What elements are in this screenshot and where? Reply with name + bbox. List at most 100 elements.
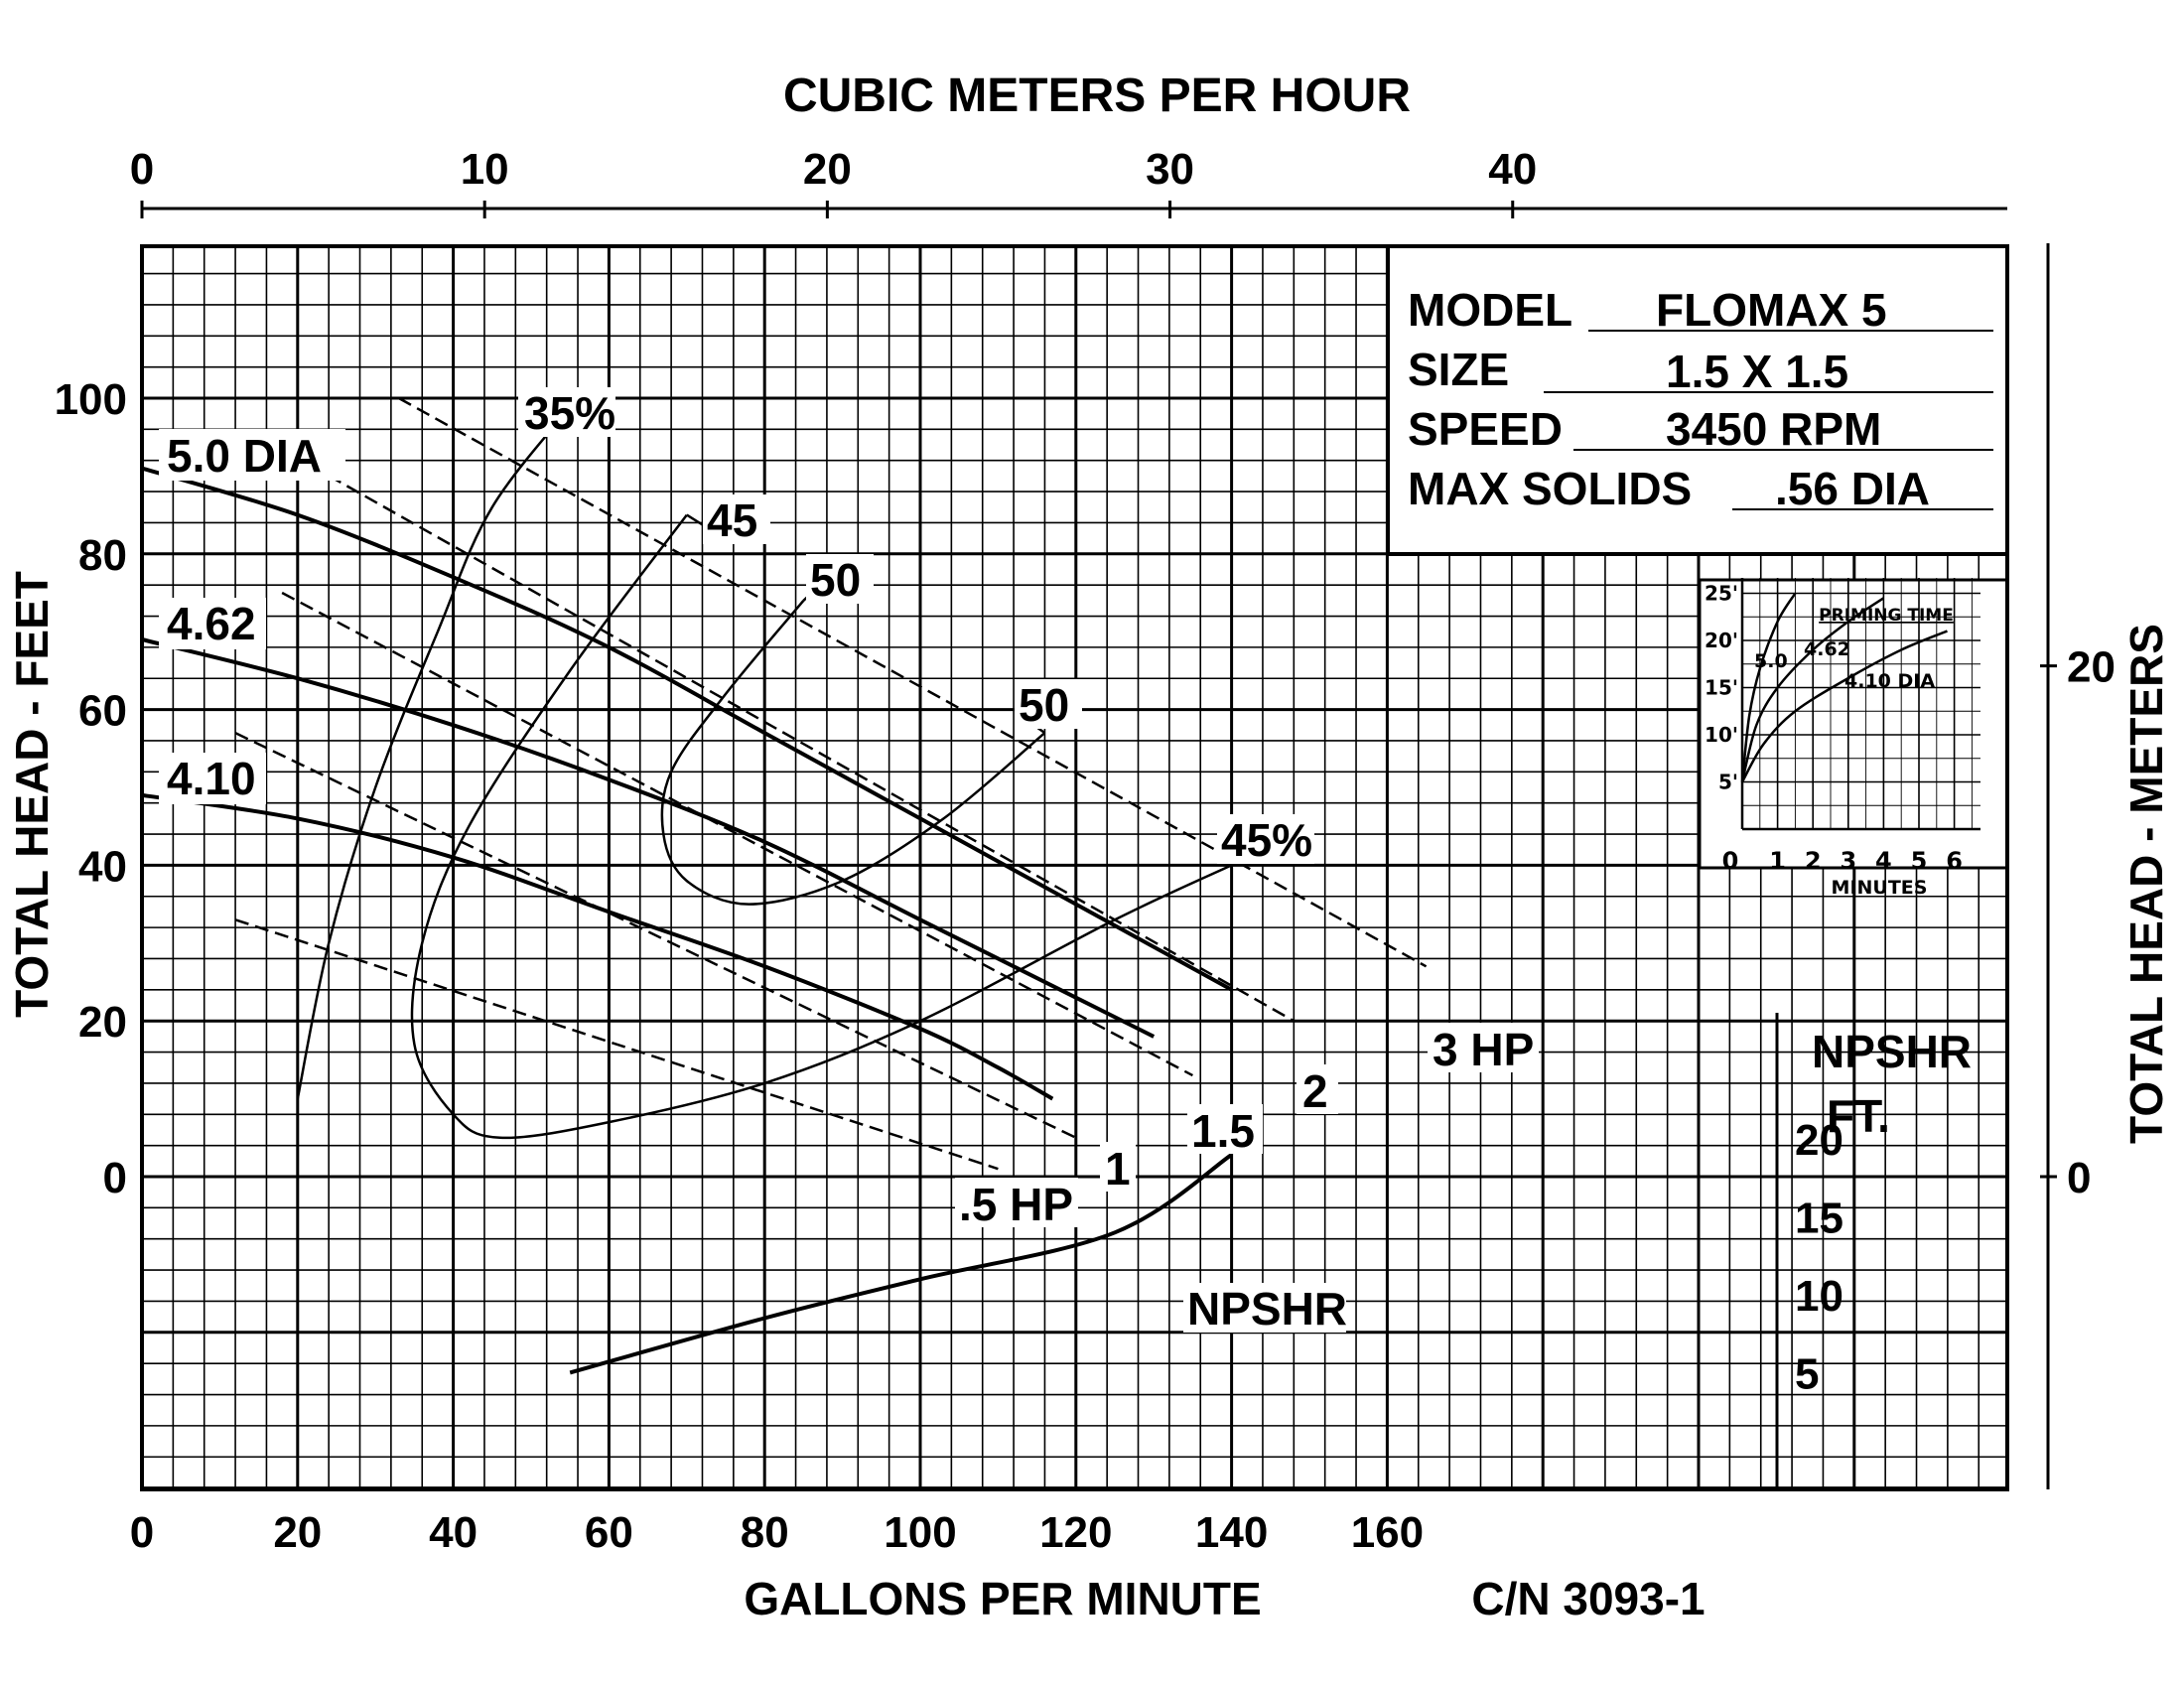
inset-x-tick-label: 5 — [1911, 847, 1928, 875]
label-bg-npshr — [1183, 1283, 1346, 1333]
label-bg-1-5 — [1187, 1104, 1263, 1154]
label-eff-45: 45 — [707, 494, 757, 546]
y2-tick-label: 0 — [2067, 1154, 2091, 1202]
label-head-5-0: 5.0 DIA — [167, 430, 322, 482]
spec-size-value: 1.5 X 1.5 — [1666, 346, 1848, 397]
label-power-1-5: 1.5 — [1191, 1105, 1255, 1157]
spec-box-frame — [1386, 244, 2009, 556]
inset-grid — [1740, 578, 1980, 831]
y-axis-ticks: 0 20 40 60 80 100 — [55, 375, 127, 1202]
x-tick-label: 120 — [1039, 1508, 1112, 1557]
inset-y-tick-label: 15' — [1705, 676, 1738, 700]
head-curve — [141, 792, 1054, 1101]
y2-tick-label: 20 — [2067, 643, 2116, 692]
inset-x-tick-label: 0 — [1722, 847, 1739, 875]
inset-x-tick-label: 4 — [1875, 847, 1892, 875]
npshr-axis-ticks: 5 10 15 20 — [1795, 1116, 1843, 1398]
spec-speed-value: 3450 RPM — [1666, 403, 1881, 455]
npshr-tick-label: 10 — [1795, 1272, 1843, 1321]
npshr-curve — [569, 1153, 1233, 1375]
inset-x-tick-label: 3 — [1840, 847, 1856, 875]
x-tick-label: 0 — [130, 1508, 154, 1557]
y-axis-title: TOTAL HEAD - FEET — [6, 571, 58, 1018]
label-power-1: 1 — [1105, 1143, 1131, 1195]
npshr-tick-label: 5 — [1795, 1349, 1819, 1398]
inset-x-tick-label: 6 — [1946, 847, 1963, 875]
power-line — [234, 918, 999, 1171]
x2-tick-label: 20 — [803, 145, 852, 194]
label-bg-1 — [1100, 1142, 1136, 1192]
inset-curve — [1740, 630, 1948, 783]
y2-axis: 0 20 — [2040, 243, 2116, 1489]
label-head-4-62: 4.62 — [167, 598, 256, 649]
x2-tick-label: 30 — [1146, 145, 1194, 194]
inset-y-tick-label: 5' — [1718, 771, 1738, 794]
inset-curve-label-4-62: 4.62 — [1804, 638, 1850, 660]
label-bg-35 — [518, 387, 615, 437]
catalog-number: C/N 3093-1 — [1471, 1573, 1705, 1624]
head-curves — [141, 466, 1233, 1101]
inset-y-tick-label: 20' — [1705, 629, 1738, 652]
npshr-tick-label: 20 — [1795, 1116, 1843, 1165]
power-line — [234, 731, 1077, 1139]
label-bg-5-0 — [159, 429, 345, 481]
label-bg-50b — [1015, 679, 1082, 729]
x-tick-label: 160 — [1351, 1508, 1424, 1557]
spec-box: MODEL FLOMAX 5 SIZE 1.5 X 1.5 SPEED 3450… — [1386, 244, 2009, 556]
label-eff-45-pct: 45% — [1221, 814, 1312, 866]
head-curve — [141, 466, 1233, 992]
spec-solids-value: .56 DIA — [1775, 463, 1930, 514]
npshr-axis-title: NPSHR — [1812, 1026, 1972, 1077]
plot-labels: 5.0 DIA 4.62 4.10 35% 45 50 50 45% 3 HP … — [159, 387, 1539, 1335]
inset-curve-label-5-0: 5.0 — [1754, 650, 1788, 672]
priming-time-inset: PRIMING TIME MINUTES 0 1 2 3 4 5 6 5' 10' 15' 20' 2… — [1698, 578, 2009, 899]
y-tick-label: 40 — [78, 842, 127, 891]
inset-ticks: 0 1 2 3 4 5 6 5' 10' 15' 20' 25' — [1705, 582, 1963, 876]
y-tick-label: 20 — [78, 998, 127, 1047]
x-tick-label: 100 — [884, 1508, 956, 1557]
label-bg-3hp — [1428, 1023, 1539, 1072]
npshr-curve-group — [569, 1153, 1233, 1375]
inset-title: PRIMING TIME — [1819, 606, 1954, 626]
spec-model-label: MODEL — [1408, 284, 1572, 336]
x2-tick-label: 10 — [461, 145, 509, 194]
x-tick-label: 60 — [585, 1508, 633, 1557]
power-lines — [234, 396, 1428, 1171]
label-bg-2 — [1297, 1064, 1338, 1114]
x-axis-ticks: 0 20 40 60 80 100 120 140 160 — [130, 1508, 1424, 1557]
label-eff-35: 35% — [524, 387, 615, 439]
spec-model-value: FLOMAX 5 — [1656, 284, 1887, 336]
y-tick-label: 60 — [78, 687, 127, 736]
head-curve — [141, 637, 1156, 1039]
spec-size-label: SIZE — [1408, 344, 1509, 395]
power-line — [273, 443, 1295, 1023]
x-tick-label: 20 — [273, 1508, 322, 1557]
label-power-3hp: 3 HP — [1433, 1024, 1534, 1075]
inset-x-tick-label: 2 — [1805, 847, 1822, 875]
inset-curve-label-4-10: 4.10 DIA — [1844, 670, 1935, 692]
efficiency-curve — [296, 397, 579, 1099]
label-bg-05 — [955, 1178, 1078, 1227]
label-bg-4-62 — [159, 598, 266, 649]
inset-frame — [1698, 578, 2009, 870]
label-eff-50-top: 50 — [810, 554, 861, 606]
inset-x-tick-label: 1 — [1769, 847, 1786, 875]
inset-y-tick-label: 25' — [1705, 582, 1738, 606]
npshr-axis: NPSHR FT. 5 10 15 20 — [1795, 1026, 1972, 1398]
inset-curve — [1740, 597, 1885, 782]
efficiency-curve — [410, 513, 1233, 1140]
x-tick-label: 40 — [429, 1508, 478, 1557]
label-bg-45a — [703, 494, 770, 544]
inset-curves — [1740, 592, 1948, 783]
y-tick-label: 80 — [78, 531, 127, 580]
label-bg-50a — [806, 554, 874, 604]
y-tick-label: 100 — [55, 375, 127, 424]
label-bg-4-10 — [159, 753, 266, 804]
spec-speed-label: SPEED — [1408, 403, 1563, 455]
npshr-tick-label: 15 — [1795, 1195, 1843, 1243]
plot-frame — [140, 244, 2009, 1491]
x-tick-label: 140 — [1195, 1508, 1268, 1557]
label-npshr-curve: NPSHR — [1187, 1283, 1347, 1335]
y2-axis-title: TOTAL HEAD - METERS — [2120, 624, 2172, 1144]
